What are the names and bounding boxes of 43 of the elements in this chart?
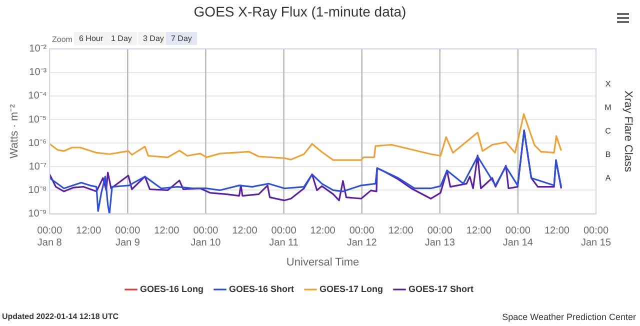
x-tick-label: 00:00 Jan 12 bbox=[346, 226, 378, 249]
x-tick-label: 00:00 Jan 13 bbox=[424, 226, 456, 249]
x-tick-label: 00:00 Jan 9 bbox=[115, 226, 141, 249]
text: 3 Day bbox=[138, 32, 169, 45]
x-tick-label: 00:00 Jan 10 bbox=[190, 226, 222, 249]
text: C bbox=[605, 126, 612, 136]
text: 6 Hour bbox=[74, 32, 108, 45]
x-tick-label: 00:00 Jan 8 bbox=[37, 226, 63, 249]
x-tick-label: 00:00 Jan 14 bbox=[502, 226, 534, 249]
text: 7 Day bbox=[166, 32, 197, 45]
y2-axis-title: Xray Flare Class bbox=[622, 90, 634, 172]
x-tick-label: 12:00 bbox=[544, 226, 570, 237]
y-tick-label: 10⁻⁷ bbox=[28, 161, 47, 172]
y-tick-label: 10⁻⁹ bbox=[28, 208, 47, 220]
legend-label: GOES-16 Short bbox=[228, 284, 294, 294]
text: M bbox=[604, 102, 612, 112]
y-tick-label: 10⁻⁵ bbox=[28, 114, 47, 126]
legend-label: GOES-17 Long bbox=[320, 284, 384, 294]
text: X bbox=[605, 79, 612, 88]
x-axis-title: Universal Time bbox=[286, 256, 360, 268]
x-tick-label: 12:00 bbox=[466, 226, 492, 237]
x-tick-label: 12:00 bbox=[232, 226, 258, 237]
x-tick-label: 00:00 Jan 15 bbox=[580, 226, 612, 249]
x-tick-label: 12:00 bbox=[388, 226, 414, 237]
chart-title: GOES X-Ray Flux (1-minute data) bbox=[194, 3, 406, 20]
text: A bbox=[605, 174, 612, 183]
y-tick-label: 10⁻² bbox=[29, 44, 48, 55]
x-tick-label: 12:00 bbox=[154, 226, 180, 237]
x-tick-label: 00:00 Jan 11 bbox=[269, 226, 299, 249]
y-axis-title: Watts · m⁻² bbox=[8, 104, 21, 158]
y-tick-label: 10⁻⁸ bbox=[28, 184, 47, 196]
y-tick-label: 10⁻³ bbox=[29, 67, 48, 78]
y-tick-label: 10⁻⁴ bbox=[28, 90, 47, 102]
text: Space Weather Prediction Center bbox=[502, 312, 636, 322]
text: B bbox=[605, 150, 611, 160]
legend-label: GOES-16 Long bbox=[140, 284, 204, 294]
text: Updated 2022-01-14 12:18 UTC bbox=[2, 312, 118, 321]
legend-label: GOES-17 Short bbox=[408, 284, 474, 294]
x-tick-label: 12:00 bbox=[76, 226, 102, 237]
y-tick-label: 10⁻⁶ bbox=[28, 138, 47, 149]
text: Zoom bbox=[52, 35, 72, 44]
text: 1 Day bbox=[106, 32, 137, 45]
x-tick-label: 12:00 bbox=[310, 226, 336, 237]
